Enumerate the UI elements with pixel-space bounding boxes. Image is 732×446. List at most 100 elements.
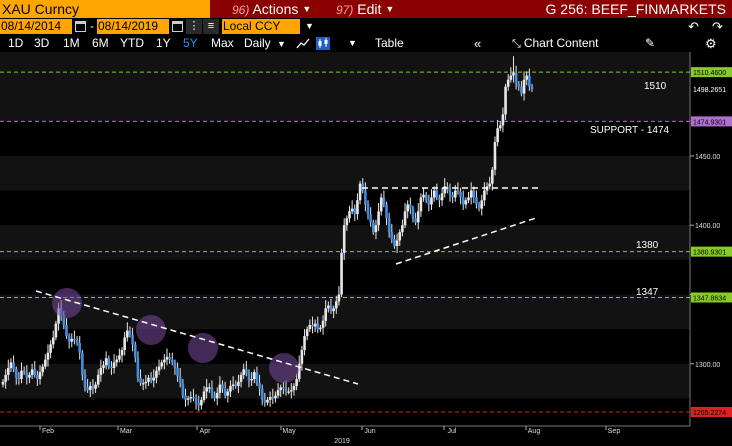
candle-up — [480, 200, 484, 209]
table-button[interactable]: Table — [375, 36, 404, 50]
chevron-down-icon[interactable]: ▼ — [305, 21, 314, 31]
candle-down — [73, 338, 76, 341]
ascending-trendline — [395, 217, 537, 265]
candle-up — [504, 86, 507, 115]
candle-up — [440, 193, 444, 201]
annotate-icon[interactable]: ✎ — [645, 36, 656, 50]
candle-up — [290, 390, 293, 392]
level-label: 1347.8634 — [693, 295, 726, 302]
candle-down — [170, 359, 174, 363]
candle-up — [279, 387, 283, 391]
candle-up — [464, 200, 468, 205]
candle-down — [247, 373, 251, 381]
level-label: 1498.2651 — [693, 87, 726, 94]
candle-down — [393, 239, 396, 247]
candle-down — [107, 358, 111, 367]
candle-up — [416, 211, 420, 223]
candle-up — [252, 372, 256, 380]
start-date-input[interactable]: 08/14/2014 — [0, 19, 72, 34]
candle-up — [303, 336, 306, 350]
edit-menu[interactable]: 97) Edit ▼ — [336, 0, 416, 18]
x-tick-label: Feb — [42, 428, 54, 435]
end-date-input[interactable]: 08/14/2019 — [97, 19, 169, 34]
redo-icon[interactable]: ↷ — [712, 19, 723, 34]
candle-up — [9, 362, 13, 368]
security-field[interactable]: XAU Curncy — [0, 0, 210, 18]
time-icon[interactable]: ⋮ — [186, 19, 202, 34]
y-tick-label: 1400.00 — [695, 223, 720, 230]
caret-down-icon: ▼ — [302, 4, 312, 14]
candle-down — [353, 208, 357, 215]
candle-down — [364, 190, 367, 205]
range-1y[interactable]: 1Y — [156, 36, 171, 50]
candle-up — [237, 381, 240, 386]
chart-content-button[interactable]: ⤡ Chart Content — [512, 35, 599, 52]
frequency-select[interactable]: Daily ▼ — [244, 35, 286, 52]
candle-up — [313, 323, 317, 327]
touch-circle — [188, 333, 218, 363]
candle-down — [213, 394, 216, 399]
range-1m[interactable]: 1M — [63, 36, 80, 50]
candle-up — [443, 186, 447, 194]
chart-content-label: Chart Content — [523, 36, 599, 50]
actions-menu[interactable]: 96) Actions ▼ — [232, 0, 316, 18]
settings-icon[interactable]: ≡ — [203, 19, 219, 34]
chevron-down-icon[interactable]: ▼ — [348, 38, 357, 48]
candle-up — [70, 338, 74, 342]
y-tick-label: 1300.00 — [695, 362, 720, 369]
candle-up — [509, 75, 513, 80]
candle-up — [358, 183, 362, 201]
candle-down — [128, 330, 132, 335]
candle-up — [332, 308, 335, 312]
candle-up — [403, 211, 407, 226]
candle-up — [493, 142, 497, 170]
candle-down — [456, 190, 460, 192]
line-chart-icon[interactable] — [296, 37, 310, 50]
caret-down-icon: ▼ — [385, 4, 395, 14]
candle-up — [419, 197, 423, 212]
y-tick-label: 1450.00 — [695, 154, 720, 161]
candle-up — [215, 392, 219, 399]
candle-up — [28, 374, 31, 378]
candle-down — [414, 218, 417, 223]
candlestick-icon[interactable] — [316, 37, 330, 50]
actions-label: Actions — [252, 1, 299, 17]
x-tick-label: Mar — [120, 428, 133, 435]
range-6m[interactable]: 6M — [92, 36, 109, 50]
range-5y[interactable]: 5Y — [183, 36, 198, 50]
candle-up — [57, 308, 60, 324]
collapse-left-icon[interactable]: « — [474, 36, 482, 51]
currency-select[interactable]: Local CCY — [222, 19, 300, 34]
level-badge — [691, 67, 732, 78]
calendar-icon[interactable] — [172, 21, 183, 32]
undo-icon[interactable]: ↶ — [688, 19, 699, 34]
candle-up — [99, 367, 103, 375]
range-ytd[interactable]: YTD — [120, 36, 144, 50]
range-max[interactable]: Max — [211, 36, 234, 50]
candle-up — [488, 183, 491, 187]
candle-down — [36, 374, 39, 380]
candle-down — [382, 197, 386, 205]
candle-down — [168, 356, 171, 360]
price-chart[interactable]: 1300.001350.001400.001450.001510.4600149… — [0, 52, 732, 446]
candle-down — [263, 399, 267, 403]
candle-down — [372, 222, 375, 233]
candle-up — [525, 75, 529, 80]
candle-up — [268, 397, 272, 400]
candle-down — [387, 218, 391, 233]
x-tick-label: May — [282, 428, 296, 435]
range-1d[interactable]: 1D — [8, 36, 24, 50]
gear-icon[interactable]: ⚙ — [705, 36, 717, 51]
range-3d[interactable]: 3D — [34, 36, 50, 50]
calendar-icon[interactable] — [75, 21, 86, 32]
candle-down — [329, 305, 333, 312]
candle-up — [483, 190, 486, 201]
candle-down — [438, 197, 441, 201]
title-bar: XAU Curncy 96) Actions ▼ 97) Edit ▼ G 256:… — [0, 0, 732, 18]
candle-up — [522, 79, 526, 94]
candle-down — [409, 204, 412, 209]
candle-up — [208, 387, 211, 389]
level-badge — [691, 246, 732, 257]
candle-up — [374, 225, 378, 233]
candle-down — [78, 343, 82, 353]
